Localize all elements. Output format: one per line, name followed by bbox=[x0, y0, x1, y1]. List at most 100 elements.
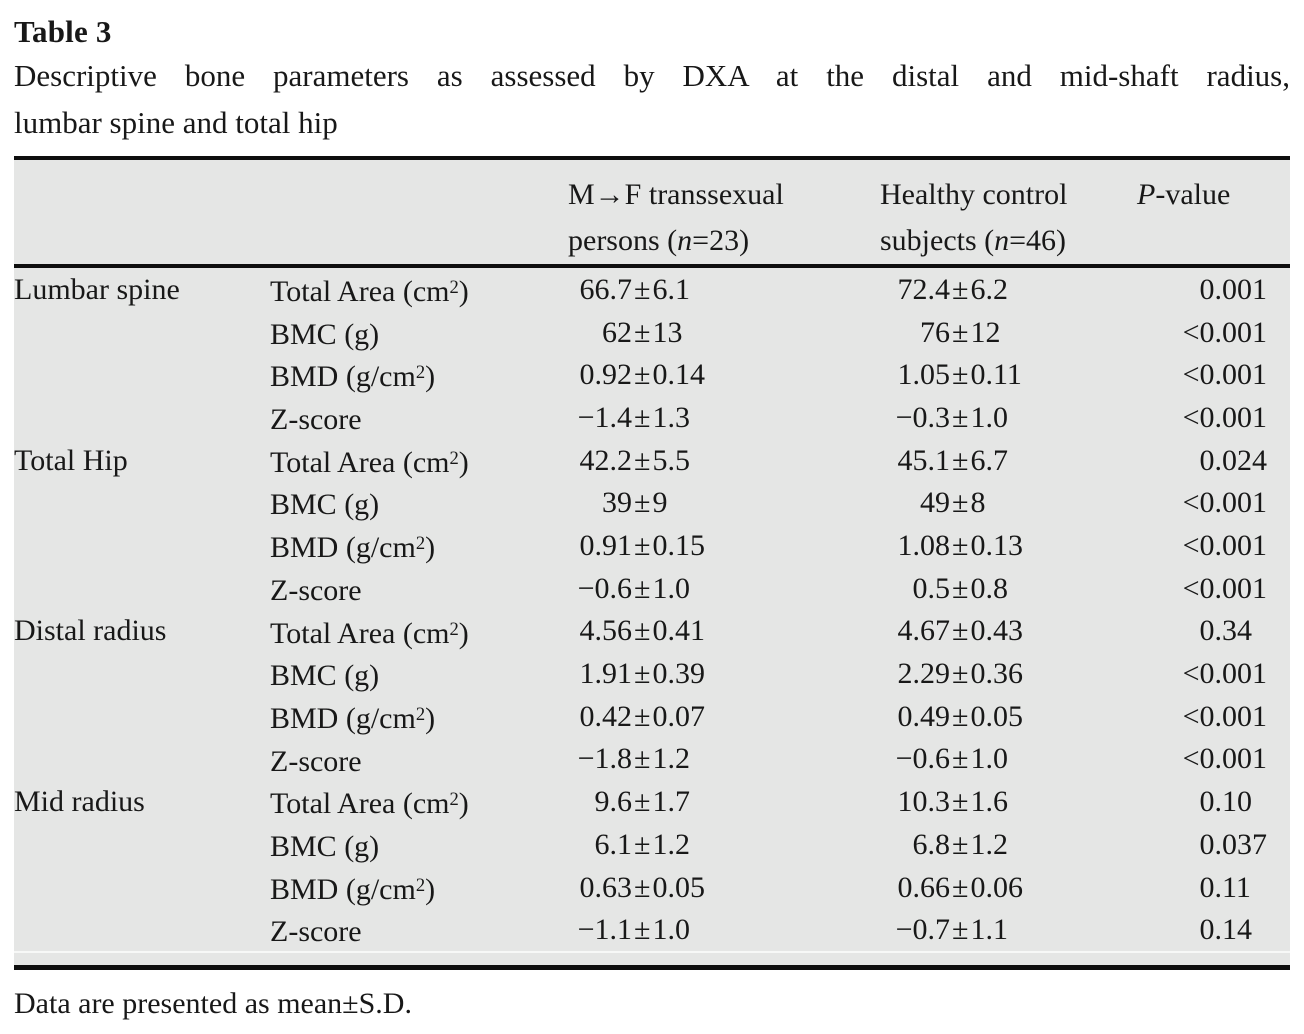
parameter-text: BMC (g) bbox=[270, 658, 380, 692]
mean-value: 39 bbox=[602, 486, 632, 520]
control-group-value: 4.67 ±0.43 bbox=[880, 611, 1137, 651]
control-group-value: 72.4 ±6.2 bbox=[880, 270, 1137, 310]
parameter-text: Z-score bbox=[270, 573, 362, 607]
decimal-point: . bbox=[1214, 870, 1223, 904]
plus-minus-sign: ± bbox=[952, 742, 969, 776]
parameter-text: BMC (g) bbox=[270, 829, 380, 863]
parameter-label: Z-score bbox=[270, 908, 568, 952]
sd-value: 1.1 bbox=[970, 913, 1008, 947]
parameter-text: Total Area (cm bbox=[270, 274, 450, 308]
p-value: <0. 001 bbox=[1137, 398, 1290, 438]
mean-value: 62 bbox=[602, 315, 632, 349]
sd-value: 0.43 bbox=[970, 614, 1023, 648]
sd-value: 8 bbox=[970, 486, 986, 520]
mean-value: −0.6 bbox=[895, 742, 950, 776]
table-row: BMC (g) 6.1 ±1.2 6.8 ±1.2 0. 037 bbox=[14, 823, 1290, 866]
sd-value: 0.11 bbox=[970, 358, 1022, 392]
table-row: Mid radius Total Area (cm2) 9.6 ±1.7 10.3… bbox=[14, 780, 1290, 823]
transsexual-group-value: 0.91 ±0.15 bbox=[568, 526, 880, 566]
mean-value: 66.7 bbox=[579, 272, 633, 306]
plus-minus-sign: ± bbox=[952, 571, 969, 605]
table-row: BMD (g/cm2) 0.42 ±0.07 0.49 ±0.05 <0. 001 bbox=[14, 695, 1290, 738]
sd-value: 1.0 bbox=[970, 742, 1008, 776]
p-value-integer: <0 bbox=[1182, 699, 1215, 733]
sd-value: 1.7 bbox=[652, 785, 690, 819]
plus-minus-sign: ± bbox=[952, 913, 969, 947]
parameter-close: ) bbox=[425, 360, 436, 394]
control-group-value: 45.1 ±6.7 bbox=[880, 441, 1137, 481]
column-header-site-spacer bbox=[14, 172, 270, 264]
plus-minus-sign: ± bbox=[952, 870, 969, 904]
parameter-text: BMD (g/cm bbox=[270, 872, 416, 906]
p-value: <0. 001 bbox=[1137, 526, 1290, 566]
control-group-value: 49 ±8 bbox=[880, 483, 1137, 523]
parameter-text: Total Area (cm bbox=[270, 787, 450, 821]
parameter-label: Total Area (cm2) bbox=[270, 610, 568, 654]
superscript-2: 2 bbox=[415, 874, 426, 896]
plus-minus-sign: ± bbox=[634, 870, 651, 904]
site-label: Total Hip bbox=[14, 443, 128, 477]
plus-minus-sign: ± bbox=[634, 272, 651, 306]
mean-value: 0.49 bbox=[897, 699, 951, 733]
plus-minus-sign: ± bbox=[634, 614, 651, 648]
sd-value: 1.3 bbox=[652, 400, 690, 434]
italic-n: n bbox=[994, 224, 1010, 257]
plus-minus-sign: ± bbox=[952, 315, 969, 349]
mean-value: −1.4 bbox=[577, 400, 632, 434]
table-row: BMD (g/cm2) 0.92 ±0.14 1.05 ±0.11 <0. 001 bbox=[14, 353, 1290, 396]
p-value: 0. 34 bbox=[1137, 611, 1290, 651]
decimal-point: . bbox=[1214, 529, 1223, 563]
transsexual-group-value: 9.6 ±1.7 bbox=[568, 782, 880, 822]
p-value-fraction: 34 bbox=[1222, 614, 1252, 648]
sd-value: 6.2 bbox=[970, 272, 1008, 306]
parameter-close: ) bbox=[458, 616, 469, 650]
parameter-label: BMD (g/cm2) bbox=[270, 866, 568, 910]
mean-value: 6.1 bbox=[594, 827, 633, 861]
decimal-point: . bbox=[1214, 699, 1223, 733]
sd-value: 1.2 bbox=[970, 827, 1008, 861]
superscript-2: 2 bbox=[415, 533, 426, 555]
sd-value: 0.41 bbox=[652, 614, 705, 648]
transsexual-group-value: 0.92 ±0.14 bbox=[568, 355, 880, 395]
sd-value: 0.13 bbox=[970, 529, 1023, 563]
mean-value: −0.6 bbox=[577, 571, 632, 605]
p-value-integer: 0 bbox=[1199, 443, 1215, 477]
p-value: <0. 001 bbox=[1137, 697, 1290, 737]
mean-value: 9.6 bbox=[594, 785, 633, 819]
table-row: BMC (g) 62 ±13 76 ±12 <0. 001 bbox=[14, 311, 1290, 354]
plus-minus-sign: ± bbox=[952, 358, 969, 392]
column-header-parameter-spacer bbox=[270, 172, 568, 264]
p-value: <0. 001 bbox=[1137, 569, 1290, 609]
parameter-text: BMD (g/cm bbox=[270, 530, 416, 564]
plus-minus-sign: ± bbox=[634, 785, 651, 819]
decimal-point: . bbox=[1214, 272, 1223, 306]
parameter-label: BMC (g) bbox=[270, 481, 568, 525]
transsexual-group-value: 6.1 ±1.2 bbox=[568, 825, 880, 865]
p-value-fraction: 001 bbox=[1222, 272, 1267, 306]
p-value-integer: <0 bbox=[1182, 571, 1215, 605]
p-value-fraction: 001 bbox=[1222, 657, 1267, 691]
plus-minus-sign: ± bbox=[634, 827, 651, 861]
transsexual-group-value: 39 ±9 bbox=[568, 483, 880, 523]
table-row: Lumbar spine Total Area (cm2) 66.7 ±6.1 7… bbox=[14, 268, 1290, 311]
plus-minus-sign: ± bbox=[634, 315, 651, 349]
column-header-pvalue: P-value bbox=[1137, 178, 1231, 211]
plus-minus-sign: ± bbox=[952, 657, 969, 691]
mean-value: 0.42 bbox=[579, 699, 633, 733]
parameter-close: ) bbox=[458, 445, 469, 479]
p-value: 0. 10 bbox=[1137, 782, 1290, 822]
parameter-label: BMC (g) bbox=[270, 823, 568, 867]
decimal-point: . bbox=[1214, 827, 1223, 861]
mean-value: 4.56 bbox=[579, 614, 633, 648]
plus-minus-sign: ± bbox=[634, 657, 651, 691]
superscript-2: 2 bbox=[415, 703, 426, 725]
parameter-label: BMD (g/cm2) bbox=[270, 353, 568, 397]
p-value-fraction: 001 bbox=[1222, 358, 1267, 392]
p-value-integer: 0 bbox=[1199, 827, 1215, 861]
plus-minus-sign: ± bbox=[634, 400, 651, 434]
plus-minus-sign: ± bbox=[952, 486, 969, 520]
p-value-fraction: 001 bbox=[1222, 400, 1267, 434]
plus-minus-sign: ± bbox=[634, 529, 651, 563]
transsexual-group-value: 0.42 ±0.07 bbox=[568, 697, 880, 737]
